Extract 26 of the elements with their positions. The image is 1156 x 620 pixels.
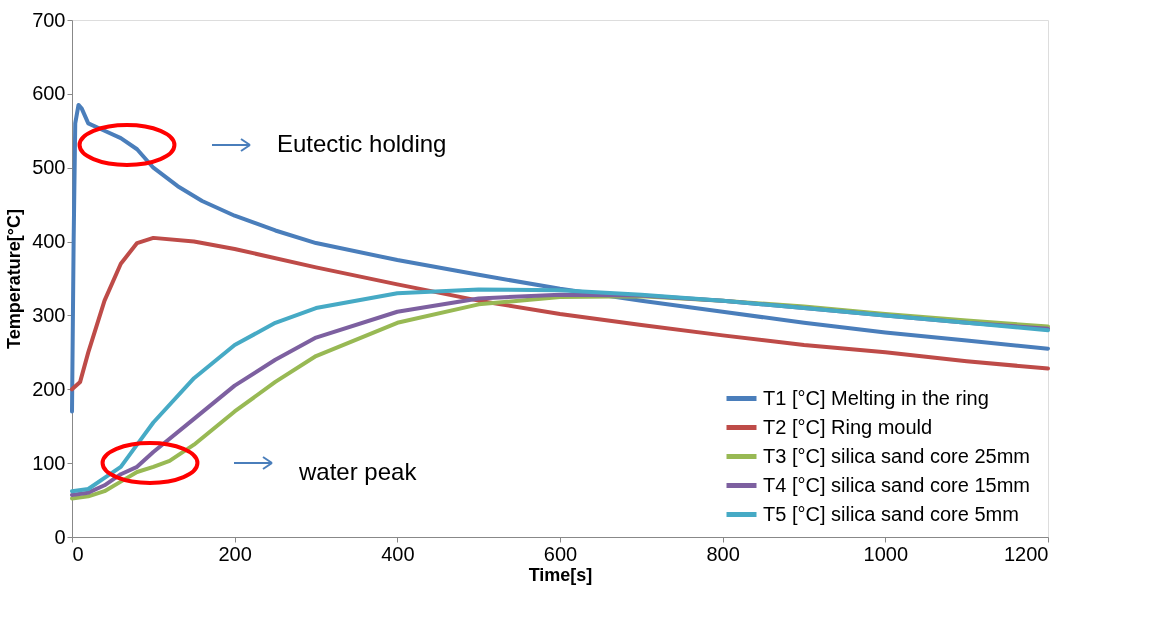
x-tick-label: 800 bbox=[706, 542, 740, 565]
x-tick-label: 400 bbox=[381, 542, 415, 565]
line-series bbox=[70, 235, 1050, 392]
y-tick-label: 400 bbox=[32, 230, 66, 253]
x-tick-label: 1000 bbox=[863, 542, 909, 565]
y-tick-label: 600 bbox=[32, 82, 66, 105]
y-tick-label: 500 bbox=[32, 156, 66, 179]
legend-label: T5 [°C] silica sand core 5mm bbox=[763, 502, 1019, 525]
y-axis-title: Temperature[°C] bbox=[4, 209, 25, 349]
annotation: water peak bbox=[298, 458, 418, 485]
x-tick-label: 600 bbox=[543, 542, 578, 565]
legend-label: T3 [°C] silica sand core 25mm bbox=[763, 444, 1030, 467]
legend-label: T4 [°C] silica sand core 15mm bbox=[763, 473, 1030, 496]
x-tick-label: 1200 bbox=[1004, 542, 1049, 565]
y-tick-label: 0 bbox=[54, 525, 66, 548]
x-tick-label: 0 bbox=[72, 542, 84, 565]
x-tick-label: 200 bbox=[218, 542, 252, 565]
y-tick-label: 300 bbox=[32, 303, 66, 326]
legend-label: T2 [°C] Ring mould bbox=[763, 415, 933, 438]
y-tick-label: 100 bbox=[32, 451, 66, 474]
y-tick-label: 700 bbox=[32, 8, 66, 31]
line-series bbox=[70, 102, 1050, 414]
x-axis-title: Time[s] bbox=[528, 564, 593, 585]
annotation: Eutectic holding bbox=[277, 130, 447, 157]
y-tick-label: 200 bbox=[32, 377, 66, 400]
legend-label: T1 [°C] Melting in the ring bbox=[763, 386, 989, 409]
